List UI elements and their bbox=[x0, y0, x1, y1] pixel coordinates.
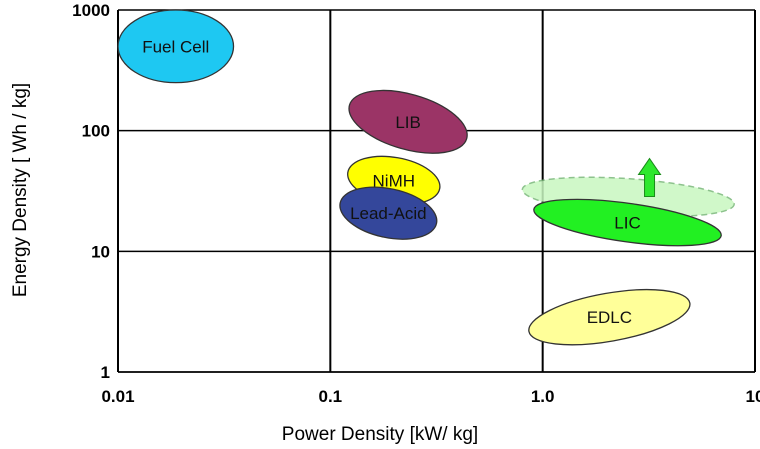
region-edlc bbox=[528, 288, 691, 346]
x-axis-title: Power Density [kW/ kg] bbox=[282, 424, 478, 445]
x-tick-label: 0.1 bbox=[319, 387, 343, 406]
region-label-lead-acid: Lead-Acid bbox=[350, 204, 427, 223]
region-label-nimh: NiMH bbox=[373, 171, 416, 190]
region-fuel-cell bbox=[117, 9, 235, 84]
x-tick-label: 1.0 bbox=[531, 387, 555, 406]
y-axis-title: Energy Density [ Wh / kg] bbox=[10, 83, 31, 297]
up-arrow-icon bbox=[637, 157, 662, 198]
overlay-layer bbox=[637, 157, 662, 198]
y-tick-label: 1000 bbox=[72, 1, 110, 20]
region-label-edlc: EDLC bbox=[587, 308, 632, 327]
region-label-lic: LIC bbox=[614, 214, 640, 233]
ticks-layer: 1 10 100 1000 0.01 0.1 1.0 10 bbox=[72, 1, 760, 406]
x-tick-label: 10 bbox=[746, 387, 760, 406]
region-lic bbox=[533, 198, 722, 247]
x-tick-label: 0.01 bbox=[101, 387, 134, 406]
y-tick-label: 10 bbox=[91, 242, 110, 261]
regions-layer: Fuel Cell LIB NiMH Lead-Acid LIC EDLC bbox=[117, 9, 735, 346]
region-lead-acid bbox=[339, 186, 438, 240]
region-label-lib: LIB bbox=[395, 113, 421, 132]
region-label-fuel-cell: Fuel Cell bbox=[142, 37, 209, 56]
y-tick-label: 1 bbox=[101, 363, 110, 382]
region-lib bbox=[348, 89, 468, 154]
y-tick-label: 100 bbox=[82, 122, 110, 141]
